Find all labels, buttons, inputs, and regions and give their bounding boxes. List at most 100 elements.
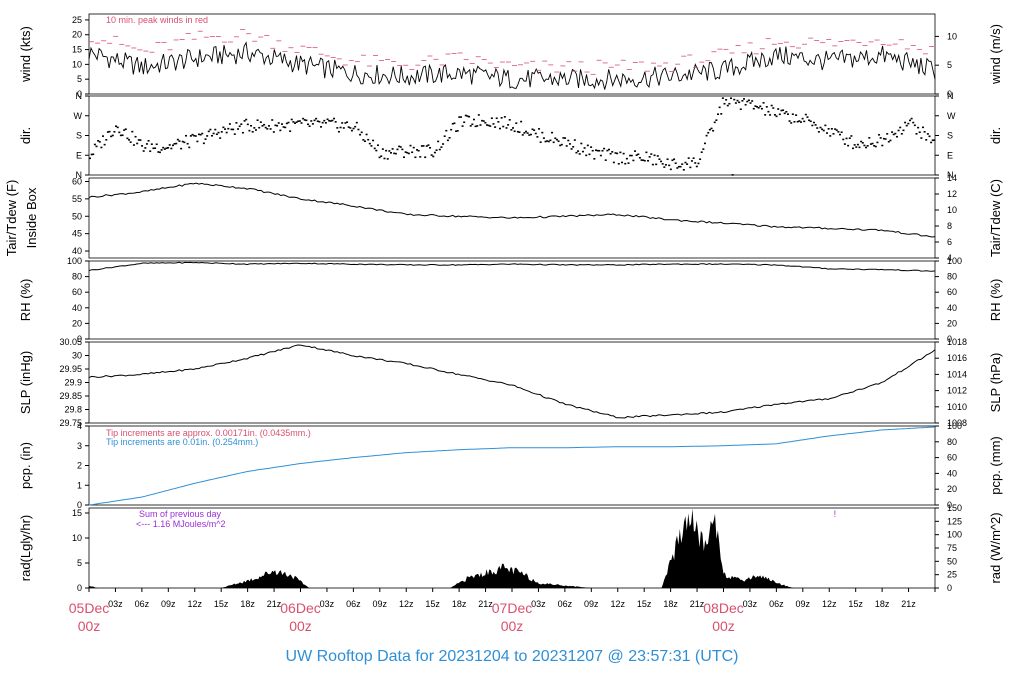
- x-tick-label: 06z: [346, 599, 361, 609]
- marker: !: [834, 509, 837, 519]
- y-axis-label-right: pcp. (mm): [988, 436, 1003, 495]
- y-tick-label-right: 100: [947, 530, 962, 540]
- panel-frame: [88, 341, 936, 424]
- series-line: [88, 426, 936, 506]
- y-tick-label: 20: [72, 318, 82, 328]
- y-axis-label-right: dir.: [988, 127, 1003, 144]
- series-line: [88, 182, 936, 238]
- y-tick-label-right: 0: [947, 89, 952, 99]
- y-tick-label-right: 1010: [947, 402, 967, 412]
- y-axis-label: RH (%): [18, 279, 33, 322]
- series-area: [89, 508, 935, 588]
- y-tick-label-right: N: [947, 91, 954, 101]
- x-tick-label: 21z: [690, 599, 705, 609]
- y-tick-label-right: 1012: [947, 386, 967, 396]
- y-tick-label: 2: [77, 461, 82, 471]
- y-tick-label: 5: [77, 74, 82, 84]
- y-tick-label: 29.9: [64, 378, 82, 388]
- y-tick-label: 29.8: [64, 405, 82, 415]
- y-tick-label-right: 100: [947, 256, 962, 266]
- day-label: 06Dec: [280, 600, 320, 616]
- y-tick-label: 29.75: [59, 418, 82, 428]
- x-tick-label: 09z: [373, 599, 388, 609]
- y-axis-label: SLP (inHg): [18, 351, 33, 414]
- panel-rh: RH (%) RH (%) 0 20 40 60 80 100 0 20 40 60 80 100: [18, 256, 1003, 344]
- y-tick-label: 29.95: [59, 364, 82, 374]
- y-tick-label-right: 6: [947, 237, 952, 247]
- y-tick-label: 15: [72, 508, 82, 518]
- y-tick-label: 15: [72, 45, 82, 55]
- y-tick-label: E: [76, 150, 82, 160]
- day-label: 05Dec: [69, 600, 109, 616]
- day-label: 08Dec: [703, 600, 743, 616]
- y-tick-label: 25: [72, 15, 82, 25]
- y-tick-label-right: 0: [947, 334, 952, 344]
- y-tick-label: 60: [72, 176, 82, 186]
- series-line: [88, 261, 936, 272]
- y-tick-label-right: 100: [947, 421, 962, 431]
- y-tick-label: 30: [72, 351, 82, 361]
- x-tick-label: 12z: [399, 599, 414, 609]
- y-tick-label-right: 60: [947, 453, 957, 463]
- note-2: Tip increments are 0.01in. (0.254mm.): [106, 437, 258, 447]
- y-axis-label-right: RH (%): [988, 279, 1003, 322]
- y-tick-label-right: 10: [947, 205, 957, 215]
- y-tick-label: 30.05: [59, 337, 82, 347]
- day-time-label: 00z: [289, 618, 312, 634]
- y-tick-label: 10: [72, 59, 82, 69]
- x-tick-label: 21z: [267, 599, 282, 609]
- y-tick-label-right: 40: [947, 468, 957, 478]
- y-tick-label-right: N: [947, 170, 954, 180]
- y-axis-label: rad(Lgly/hr): [18, 515, 33, 581]
- y-tick-label: 0: [77, 500, 82, 510]
- y-tick-label-right: 0: [947, 500, 952, 510]
- x-tick-label: 03z: [531, 599, 546, 609]
- y-tick-label-right: 40: [947, 303, 957, 313]
- y-tick-label: 40: [72, 303, 82, 313]
- y-tick-label: 5: [77, 558, 82, 568]
- y-tick-label-right: 10: [947, 31, 957, 41]
- y-tick-label-right: 80: [947, 272, 957, 282]
- y-tick-label-right: 5: [947, 60, 952, 70]
- y-tick-label-right: 14: [947, 173, 957, 183]
- y-tick-label: 20: [72, 30, 82, 40]
- y-tick-label-right: S: [947, 131, 953, 141]
- y-tick-label-right: 80: [947, 437, 957, 447]
- x-tick-label: 15z: [425, 599, 440, 609]
- series-line: [88, 41, 936, 90]
- x-tick-label: 15z: [214, 599, 229, 609]
- panel-dir: dir. dir.N NE ES SW WN N: [18, 91, 1003, 180]
- x-tick-label: 12z: [610, 599, 625, 609]
- x-tick-label: 03z: [320, 599, 335, 609]
- y-tick-label: 3: [77, 441, 82, 451]
- y-tick-label: 80: [72, 272, 82, 282]
- y-axis-label-right: rad (W/m^2): [988, 512, 1003, 583]
- y-tick-label-right: 20: [947, 318, 957, 328]
- x-tick-label: 09z: [161, 599, 176, 609]
- y-tick-label: S: [76, 131, 82, 141]
- panel-frame: [88, 95, 936, 176]
- y-tick-label: 50: [72, 211, 82, 221]
- y-tick-label-right: 12: [947, 189, 957, 199]
- x-tick-label: 15z: [637, 599, 652, 609]
- y-tick-label-right: 50: [947, 556, 957, 566]
- y-axis-label-right: wind (m/s): [988, 24, 1003, 85]
- x-tick-label: 03z: [108, 599, 123, 609]
- panel-slp: SLP (inHg) SLP (hPa) 29.75 29.8 29.85 29.9 29.…: [18, 337, 1003, 428]
- y-tick-label: N: [76, 91, 83, 101]
- y-tick-label-right: 1014: [947, 369, 967, 379]
- y-tick-label: 0: [77, 334, 82, 344]
- chart-title: UW Rooftop Data for 20231204 to 20231207…: [285, 648, 739, 665]
- y-tick-label: 0: [77, 89, 82, 99]
- note-2: <--- 1.16 MJoules/m^2: [136, 519, 226, 529]
- y-tick-label: 60: [72, 287, 82, 297]
- y-tick-label-right: 75: [947, 543, 957, 553]
- y-tick-label: 29.85: [59, 391, 82, 401]
- x-tick-label: 12z: [822, 599, 837, 609]
- y-axis-label: Tair/Tdew (F): [4, 180, 19, 257]
- y-tick-label: 55: [72, 194, 82, 204]
- y-tick-label-right: 20: [947, 484, 957, 494]
- y-tick-label-right: 1018: [947, 337, 967, 347]
